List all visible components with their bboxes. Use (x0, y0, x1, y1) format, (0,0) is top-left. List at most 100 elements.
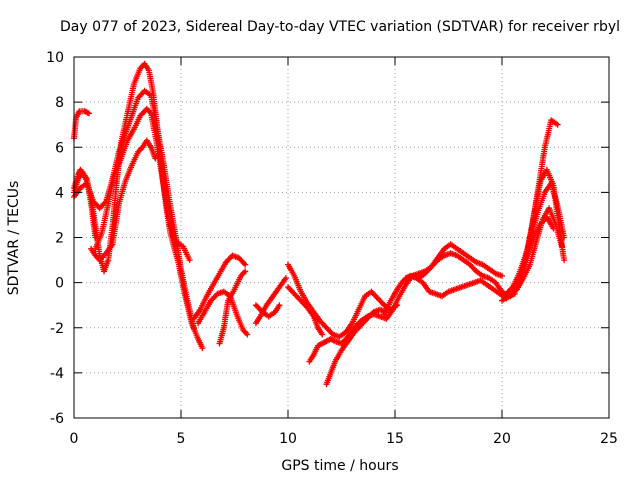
data-point (466, 283, 469, 287)
x-tick-labels: 0 5 10 15 20 25 (70, 431, 618, 447)
data-point (318, 319, 322, 323)
data-point (258, 315, 262, 318)
data-point (126, 112, 129, 115)
data-point (147, 69, 151, 72)
y-tick-label: 4 (55, 185, 64, 201)
data-point (333, 360, 337, 363)
data-point (192, 326, 196, 329)
data-point (383, 313, 386, 316)
data-point (475, 261, 478, 264)
data-point (102, 270, 106, 273)
data-point (149, 94, 153, 97)
series-s9 (216, 268, 249, 347)
data-point (98, 206, 101, 210)
data-point (145, 139, 148, 142)
series-s7 (190, 252, 249, 322)
data-point (562, 236, 566, 239)
x-tick-label: 5 (177, 431, 186, 447)
series-s21 (511, 214, 557, 291)
data-point (237, 256, 240, 260)
series-markers (285, 284, 326, 338)
data-point (537, 209, 540, 212)
data-point (526, 252, 529, 255)
data-point (522, 276, 525, 280)
data-point (539, 222, 542, 226)
data-point (430, 265, 433, 269)
data-point (535, 240, 538, 244)
data-point (175, 240, 178, 244)
y-tick-label: 2 (55, 231, 64, 247)
data-point (378, 315, 382, 318)
data-point (306, 301, 309, 305)
data-point (460, 285, 463, 289)
data-point (353, 326, 356, 329)
data-point (286, 263, 290, 266)
data-point (192, 317, 196, 320)
x-axis-label: GPS time / hours (281, 458, 398, 474)
data-point (395, 288, 399, 291)
data-point (265, 303, 268, 307)
y-tick-label: -4 (50, 366, 64, 382)
data-point (428, 290, 431, 293)
data-point (539, 179, 542, 183)
data-point (273, 310, 277, 314)
data-point (550, 118, 553, 122)
data-point (351, 322, 354, 325)
data-point (278, 303, 281, 307)
data-point (293, 274, 296, 278)
y-tick-labels: -6 -4 -2 0 2 4 6 8 10 (46, 50, 64, 427)
data-point (244, 270, 247, 273)
data-point (378, 308, 382, 311)
data-point (363, 294, 367, 298)
data-point (455, 247, 459, 250)
data-point (385, 317, 388, 320)
data-point (226, 299, 230, 302)
data-point (235, 313, 238, 316)
data-point (481, 263, 484, 266)
data-point (321, 342, 324, 345)
data-point (417, 272, 420, 275)
data-point (383, 303, 386, 307)
data-point (547, 206, 551, 210)
data-point (316, 326, 320, 329)
data-point (246, 333, 249, 336)
data-point (284, 276, 288, 280)
data-point (423, 272, 427, 275)
data-point (233, 288, 236, 291)
chart-title: Day 077 of 2023, Sidereal Day-to-day VTE… (60, 19, 620, 35)
data-point (254, 322, 258, 325)
data-point (196, 322, 200, 325)
data-point (353, 331, 356, 334)
data-point (556, 204, 559, 208)
data-point (89, 247, 93, 250)
data-point (560, 245, 564, 248)
data-point (107, 258, 110, 262)
series-s15 (323, 306, 390, 388)
data-point (494, 281, 497, 284)
x-tick-label: 25 (600, 431, 618, 447)
data-point (391, 308, 395, 311)
data-point (241, 328, 245, 332)
data-point (154, 157, 157, 160)
data-point (126, 139, 129, 142)
data-point (357, 308, 360, 311)
data-point (398, 294, 401, 298)
data-point (132, 128, 136, 131)
data-point (532, 236, 536, 239)
data-point (333, 340, 337, 343)
data-point (410, 274, 414, 278)
x-tick-label: 20 (493, 431, 511, 447)
y-axis-label: SDTVAR / TECUs (6, 181, 22, 296)
data-point (137, 150, 140, 153)
data-point (338, 335, 341, 338)
data-point (434, 292, 437, 296)
data-point (92, 200, 95, 203)
data-point (132, 82, 136, 86)
x-tick-label: 10 (279, 431, 297, 447)
data-point (552, 227, 555, 230)
data-point (528, 263, 532, 266)
gridlines (74, 57, 609, 418)
series-s17 (402, 241, 505, 282)
data-point (325, 340, 328, 343)
data-point (209, 299, 213, 302)
